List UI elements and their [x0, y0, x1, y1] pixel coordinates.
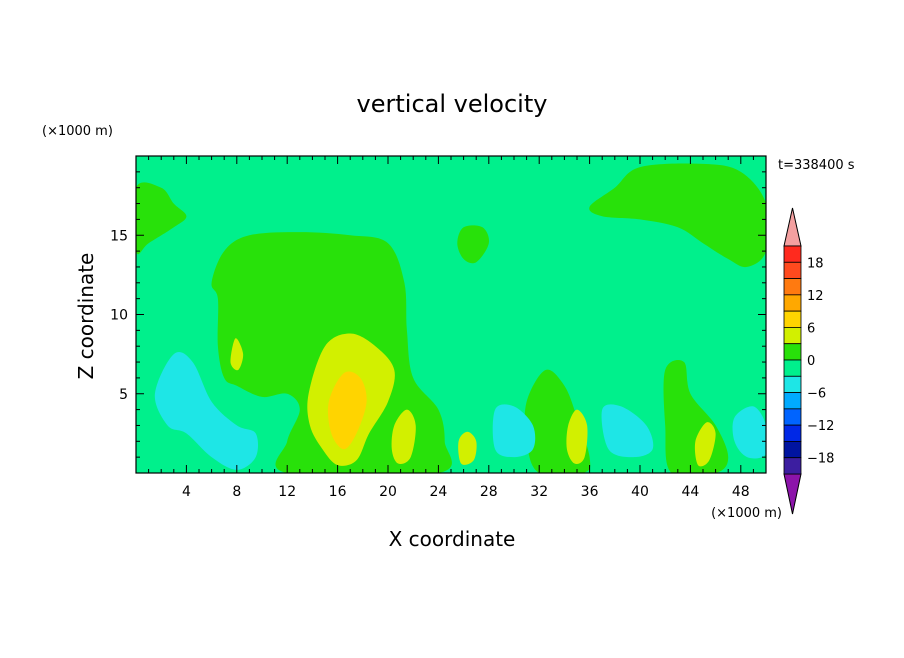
colorbar-level-12	[783, 441, 802, 459]
x-tick-label: 12	[278, 484, 296, 500]
colorbar-level-3	[783, 294, 802, 312]
colorbar-level-0	[783, 245, 802, 263]
x-tick-label: 44	[681, 484, 699, 500]
y-tick-label: 15	[110, 228, 128, 244]
colorbar: 18 12 6 0 −6 −12 −18	[783, 207, 834, 515]
contour-region-3	[457, 225, 490, 264]
contour-region-6	[154, 351, 259, 470]
colorbar-tick-label: −18	[807, 452, 834, 467]
x-tick-label: 36	[581, 484, 599, 500]
y-axis-title: Z coordinate	[74, 253, 98, 380]
x-axis-unit: (×1000 m)	[711, 506, 782, 521]
contour-region-9	[732, 406, 766, 459]
colorbar-tick-label: −12	[807, 419, 834, 434]
colorbar-level-13	[783, 457, 802, 475]
y-tick-label: 5	[119, 387, 128, 403]
contour-region-15	[694, 422, 716, 467]
contour-region-12	[391, 409, 416, 464]
contour-region-16	[230, 338, 244, 371]
colorbar-tick-label: 12	[807, 289, 824, 304]
contour-region-1	[589, 163, 766, 268]
y-tick-label: 10	[110, 308, 128, 324]
contour-region-7	[492, 404, 536, 458]
x-axis-ticks: 4 8 12 16 20 24 28 32 36 40 44 48	[135, 156, 767, 500]
x-tick-label: 48	[732, 484, 750, 500]
colorbar-tick-label: 0	[807, 354, 815, 369]
x-axis-title: X coordinate	[389, 527, 516, 551]
contour-region-11	[327, 371, 367, 450]
colorbar-level-5	[783, 327, 802, 345]
x-tick-label: 16	[329, 484, 347, 500]
colorbar-level-8	[783, 375, 802, 393]
colorbar-level-6	[783, 343, 802, 361]
y-axis-unit: (×1000 m)	[42, 124, 113, 139]
chart-title: vertical velocity	[357, 90, 548, 118]
x-tick-label: 8	[232, 484, 241, 500]
colorbar-tick-label: 18	[807, 256, 824, 271]
colorbar-level-7	[783, 359, 802, 377]
colorbar-over-arrow	[783, 207, 802, 247]
colorbar-level-9	[783, 392, 802, 410]
colorbar-level-2	[783, 278, 802, 296]
colorbar-tick-label: 6	[807, 321, 815, 336]
x-tick-label: 4	[182, 484, 191, 500]
contour-regions	[136, 163, 766, 473]
x-tick-label: 32	[530, 484, 548, 500]
colorbar-level-10	[783, 408, 802, 426]
colorbar-level-4	[783, 310, 802, 328]
x-tick-label: 20	[379, 484, 397, 500]
contour-region-14	[566, 409, 588, 464]
colorbar-under-arrow	[783, 473, 802, 515]
contour-region-2	[136, 182, 187, 255]
time-label: t=338400 s	[778, 158, 855, 173]
colorbar-level-1	[783, 261, 802, 279]
x-tick-label: 28	[480, 484, 498, 500]
contour-region-13	[458, 431, 477, 465]
colorbar-tick-label: −6	[807, 387, 826, 402]
colorbar-level-11	[783, 424, 802, 442]
x-tick-label: 24	[429, 484, 447, 500]
y-axis-ticks: 5 10 15	[110, 155, 766, 474]
x-tick-label: 40	[631, 484, 649, 500]
contour-region-8	[601, 404, 654, 458]
